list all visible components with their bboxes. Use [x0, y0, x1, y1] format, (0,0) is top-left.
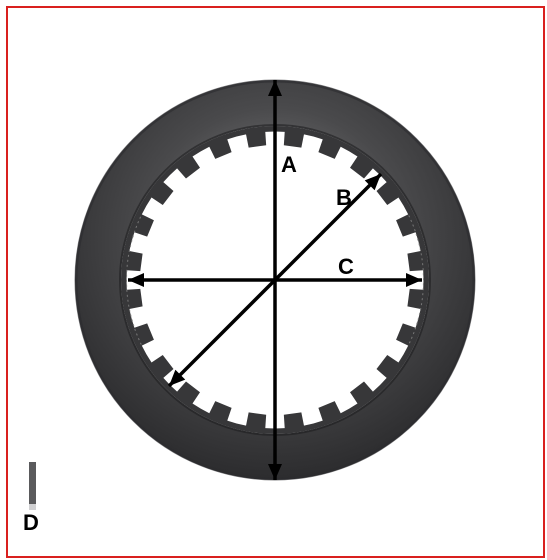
red-border [6, 6, 545, 558]
diagram-frame: ABCD [0, 0, 547, 560]
